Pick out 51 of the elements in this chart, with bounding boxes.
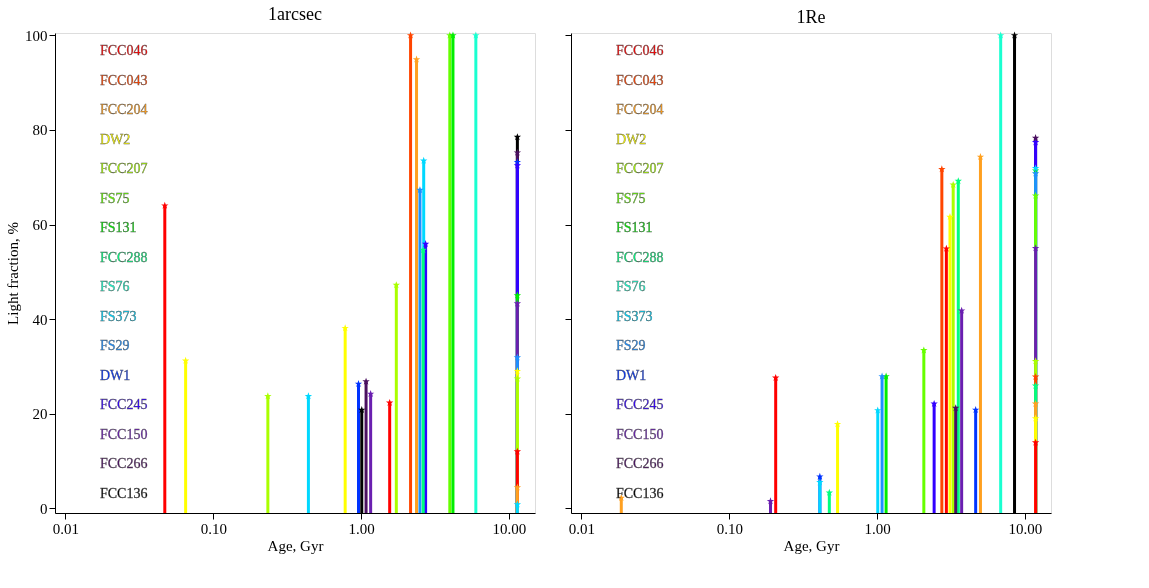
text: FS131 — [100, 220, 137, 235]
x-axis-title: Age, Gyr — [783, 537, 840, 554]
x-tick-label: 0.01 — [52, 520, 80, 537]
text: FS76 — [616, 279, 646, 294]
y-tick-label: 0 — [40, 500, 48, 517]
text: FS75 — [100, 190, 130, 206]
text: FS373 — [616, 308, 653, 324]
text: DW2 — [616, 131, 647, 147]
y-tick-label: 80 — [32, 122, 48, 139]
text: FCC207 — [100, 161, 148, 176]
x-tick-label: 10.00 — [1008, 520, 1043, 537]
x-tick-label: 1.00 — [348, 520, 375, 537]
chart-title: 1Re — [796, 7, 826, 28]
chart-title: 1arcsec — [268, 4, 322, 25]
text: FCC150 — [100, 426, 148, 442]
text: FCC136 — [616, 485, 664, 501]
y-tick-label: 20 — [32, 406, 48, 423]
x-tick-label: 0.10 — [200, 520, 227, 537]
text: FCC266 — [100, 456, 148, 471]
text: FCC136 — [100, 485, 148, 501]
text: FCC288 — [616, 249, 664, 265]
text: FCC245 — [100, 397, 148, 412]
x-tick-label: 10.00 — [492, 520, 527, 537]
text: FS373 — [100, 308, 137, 324]
y-tick-label: 100 — [25, 27, 48, 44]
x-tick-label: 0.01 — [568, 520, 596, 537]
x-tick-label: 1.00 — [864, 520, 891, 537]
text: FCC150 — [616, 426, 664, 442]
x-axis-title: Age, Gyr — [267, 537, 324, 554]
x-tick-label: 0.10 — [716, 520, 743, 537]
text: FS29 — [616, 338, 646, 353]
text: FCC245 — [616, 397, 664, 412]
text: FCC266 — [616, 456, 664, 471]
text: FCC046 — [100, 43, 148, 58]
text: DW2 — [100, 131, 131, 147]
text: FCC288 — [100, 249, 148, 265]
text: FCC046 — [616, 43, 664, 58]
text: FCC207 — [616, 161, 664, 176]
y-tick-label: 40 — [32, 311, 48, 328]
text: FCC043 — [100, 72, 148, 88]
text: FS29 — [100, 338, 130, 353]
text: FCC204 — [100, 102, 148, 117]
text: FS76 — [100, 279, 130, 294]
text: DW1 — [100, 367, 131, 383]
text: FCC204 — [616, 102, 664, 117]
text: DW1 — [616, 367, 647, 383]
y-tick-label: 60 — [32, 217, 48, 234]
text: FCC043 — [616, 72, 664, 88]
text: FS131 — [616, 220, 653, 235]
text: FS75 — [616, 190, 646, 206]
y-axis-title: Light fraction, % — [5, 222, 21, 325]
